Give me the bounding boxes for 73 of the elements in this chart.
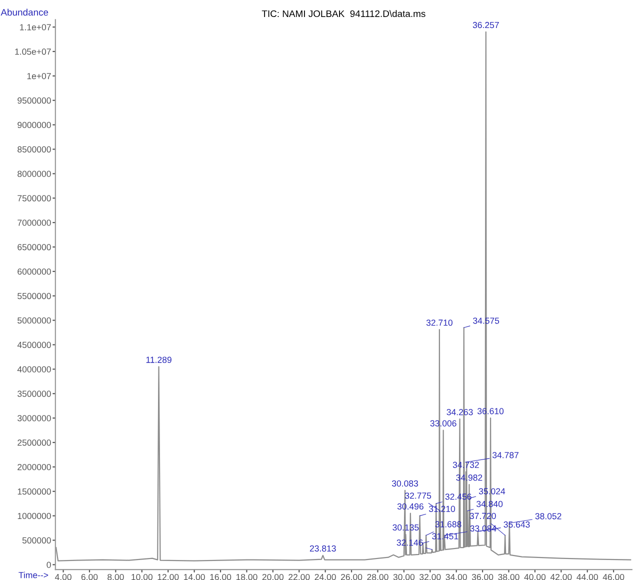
y-tick-label: 9000000	[18, 122, 51, 128]
x-axis-title: Time-->	[18, 572, 48, 578]
annotation: 34.787	[492, 452, 518, 458]
x-tick-label: 32.00	[420, 574, 441, 580]
x-tick-label: 44.00	[576, 574, 598, 580]
y-tick-label: 5500000	[18, 292, 51, 300]
x-tick-label: 28.00	[367, 574, 388, 580]
annotation: 31.688	[435, 521, 462, 528]
x-tick-label: 46.00	[602, 574, 624, 580]
y-axis-title: Abundance	[0, 8, 48, 16]
y-tick-label: 5000000	[18, 317, 51, 324]
y-tick-label: 9500000	[18, 97, 51, 104]
y-tick-label: 1500000	[18, 488, 51, 495]
annotation: 35.643	[504, 521, 530, 528]
annotation: 30.496	[397, 503, 424, 510]
annotation: 33.006	[430, 420, 456, 426]
x-tick-label: 34.00	[446, 574, 467, 580]
annotation: 34.982	[456, 474, 482, 481]
x-tick-label: 40.00	[524, 574, 546, 580]
annotation: 36.257	[472, 22, 499, 28]
annotation: 34.840	[476, 500, 503, 508]
annotation: 34.263	[446, 409, 473, 416]
annotation: 30.083	[392, 480, 418, 487]
x-tick-label: 14.00	[184, 574, 205, 580]
annotation: 34.732	[452, 462, 479, 468]
x-tick-label: 20.00	[262, 574, 284, 580]
annotation: 11.289	[146, 356, 172, 363]
y-tick-label: 3000000	[18, 415, 51, 422]
y-tick-label: 2500000	[18, 440, 51, 446]
y-tick-label: 7000000	[18, 220, 51, 226]
x-tick-label: 6.00	[81, 574, 98, 580]
x-tick-label: 4.00	[54, 574, 72, 580]
y-tick-label: 6500000	[18, 244, 51, 250]
x-tick-label: 36.00	[472, 574, 494, 580]
annotation: 38.052	[535, 513, 562, 520]
y-tick-label: 4000000	[17, 366, 51, 372]
x-tick-label: 42.00	[550, 574, 572, 580]
x-tick-label: 18.00	[236, 574, 258, 580]
x-tick-label: 8.00	[108, 574, 124, 580]
annotation: 32.146	[396, 540, 423, 546]
y-tick-label: 1000000	[18, 512, 51, 520]
annotation: 34.575	[473, 318, 500, 324]
y-tick-label: 3500000	[18, 390, 51, 397]
annotation: 30.135	[392, 524, 419, 531]
x-tick-label: 26.00	[341, 574, 362, 580]
y-tick-label: 1.1e+07	[20, 24, 51, 30]
x-tick-label: 24.00	[314, 574, 336, 580]
x-tick-label: 10.00	[132, 574, 152, 580]
annotation: 23.813	[310, 545, 336, 552]
x-tick-label: 22.00	[288, 574, 310, 580]
y-tick-label: 8000000	[18, 170, 51, 177]
y-tick-label: 1.05e+07	[15, 48, 51, 55]
y-tick-label: 8500000	[18, 146, 51, 152]
line-series	[56, 31, 632, 562]
y-tick-label: 0	[46, 562, 51, 568]
x-tick-label: 38.00	[498, 574, 520, 580]
y-tick-label: 7500000	[18, 195, 51, 202]
annotation: 32.775	[405, 492, 432, 499]
annotation: 31.451	[432, 533, 458, 540]
x-tick-label: 30.00	[393, 574, 415, 580]
y-tick-label: 2000000	[18, 464, 51, 470]
chart-title: TIC: NAMI JOLBAK 941112.D\data.ms	[262, 10, 426, 18]
y-tick-label: 4500000	[17, 342, 51, 348]
x-tick-label: 16.00	[210, 574, 232, 580]
y-tick-label: 6000000	[18, 268, 51, 275]
annotation: 32.456	[445, 494, 472, 500]
annotation: 32.710	[426, 320, 452, 326]
x-tick-label: 12.00	[158, 574, 179, 580]
annotation: 35.024	[478, 488, 506, 494]
annotation: 37.720	[470, 512, 496, 520]
annotation: 36.610	[477, 408, 504, 414]
y-tick-label: 500000	[22, 537, 51, 544]
y-tick-label: 1e+07	[27, 72, 51, 80]
